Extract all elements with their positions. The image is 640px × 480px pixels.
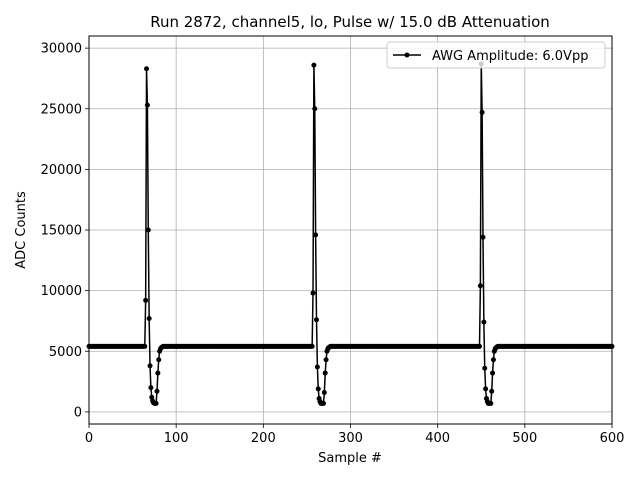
data-point bbox=[311, 62, 317, 68]
y-tick-label: 15000 bbox=[41, 224, 82, 239]
y-tick-label: 20000 bbox=[41, 163, 82, 178]
chart-title: Run 2872, channel5, lo, Pulse w/ 15.0 dB… bbox=[150, 13, 550, 31]
data-point bbox=[477, 343, 483, 349]
data-point bbox=[321, 389, 327, 395]
x-tick-label: 500 bbox=[512, 431, 537, 446]
y-tick-label: 0 bbox=[74, 405, 82, 420]
y-tick-label: 10000 bbox=[41, 284, 82, 299]
legend-box bbox=[386, 41, 606, 69]
x-tick-label: 300 bbox=[338, 431, 363, 446]
data-point bbox=[313, 232, 319, 238]
data-point bbox=[310, 290, 316, 296]
x-axis-label: Sample # bbox=[318, 451, 382, 466]
data-point bbox=[144, 66, 150, 72]
y-axis: 0 5000 10000 15000 20000 25000 30000 bbox=[41, 42, 89, 420]
x-axis: 0 100 200 300 400 500 600 bbox=[85, 424, 625, 446]
data-point bbox=[490, 357, 496, 363]
x-tick-label: 100 bbox=[164, 431, 189, 446]
data-point bbox=[314, 364, 320, 370]
data-point bbox=[323, 357, 329, 363]
data-point bbox=[314, 317, 319, 323]
data-point bbox=[143, 297, 149, 303]
x-tick-label: 200 bbox=[251, 431, 276, 446]
data-point bbox=[153, 400, 159, 406]
data-point bbox=[148, 385, 154, 391]
series-layer bbox=[86, 61, 615, 406]
data-point bbox=[142, 343, 148, 349]
data-point bbox=[488, 400, 494, 406]
data-point bbox=[156, 357, 162, 363]
data-point bbox=[145, 227, 151, 233]
data-point bbox=[481, 319, 487, 325]
data-point bbox=[482, 365, 488, 371]
y-axis-label: ADC Counts bbox=[14, 191, 29, 269]
data-point bbox=[322, 370, 328, 376]
x-tick-label: 0 bbox=[85, 431, 93, 446]
data-point bbox=[147, 363, 153, 369]
x-tick-label: 400 bbox=[425, 431, 450, 446]
data-point bbox=[479, 109, 485, 115]
data-point bbox=[309, 343, 315, 349]
data-point bbox=[480, 234, 486, 240]
legend: AWG Amplitude: 6.0Vpp bbox=[386, 41, 606, 69]
data-point bbox=[320, 400, 326, 406]
data-point bbox=[155, 370, 161, 376]
data-point bbox=[144, 102, 150, 108]
y-tick-label: 25000 bbox=[41, 102, 82, 117]
data-point bbox=[490, 370, 496, 376]
x-tick-label: 600 bbox=[600, 431, 625, 446]
data-point bbox=[483, 386, 489, 392]
y-tick-label: 30000 bbox=[41, 42, 82, 57]
y-tick-label: 5000 bbox=[49, 345, 82, 360]
data-point bbox=[146, 316, 152, 322]
data-point bbox=[154, 388, 160, 394]
data-point bbox=[477, 283, 483, 289]
data-point bbox=[312, 106, 318, 112]
data-point bbox=[489, 388, 495, 394]
legend-marker-sample bbox=[404, 52, 410, 58]
legend-entry-label: AWG Amplitude: 6.0Vpp bbox=[432, 49, 588, 64]
data-point bbox=[315, 386, 321, 392]
